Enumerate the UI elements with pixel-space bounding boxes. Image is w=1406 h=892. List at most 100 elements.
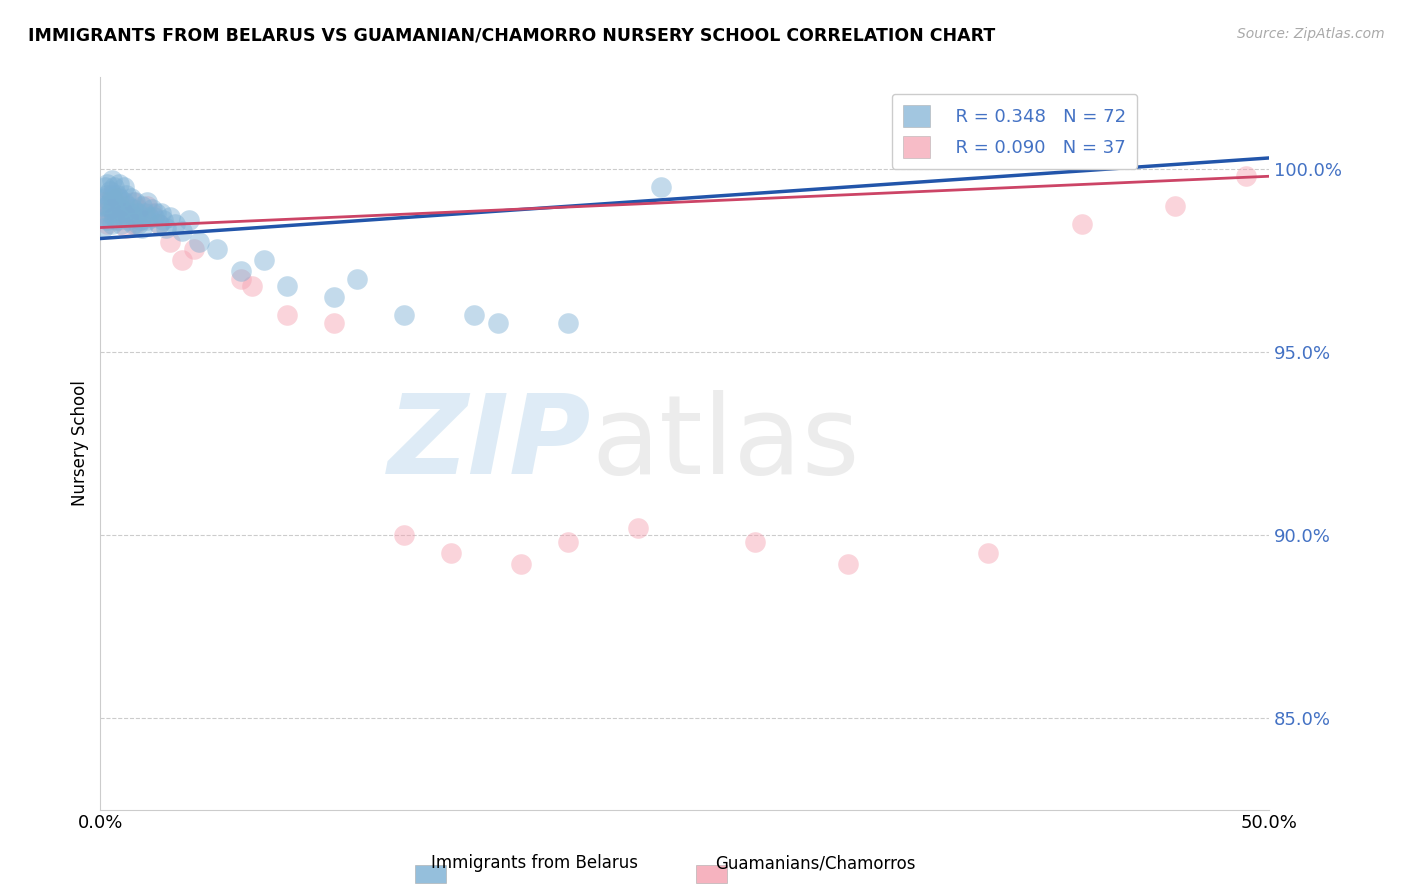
Point [120, 191, 142, 205]
Point [323, 290, 346, 304]
Point [240, 279, 263, 293]
Point [112, 194, 135, 209]
Point [108, 177, 131, 191]
Point [392, 528, 415, 542]
Point [650, 180, 672, 194]
Point [122, 194, 145, 209]
Point [159, 210, 181, 224]
Point [627, 521, 650, 535]
Text: Source: ZipAtlas.com: Source: ZipAtlas.com [1237, 27, 1385, 41]
Point [98, 206, 121, 220]
Point [124, 194, 146, 209]
Point [103, 210, 125, 224]
Point [105, 213, 128, 227]
Point [253, 253, 276, 268]
Point [103, 180, 125, 194]
Point [108, 191, 131, 205]
Point [91, 206, 114, 220]
Point [557, 535, 579, 549]
Point [108, 213, 131, 227]
Text: atlas: atlas [591, 390, 859, 497]
Point [98, 184, 121, 198]
Point [143, 210, 166, 224]
Point [105, 187, 128, 202]
Point [1164, 198, 1187, 212]
Point [172, 253, 194, 268]
Point [112, 210, 135, 224]
Point [96, 198, 118, 212]
Point [110, 202, 132, 217]
Point [131, 213, 153, 227]
Point [115, 187, 138, 202]
Point [98, 194, 121, 209]
Point [101, 191, 124, 205]
Text: Guamanians/Chamorros: Guamanians/Chamorros [716, 855, 915, 872]
Point [276, 309, 298, 323]
Point [117, 213, 139, 227]
Point [141, 202, 163, 217]
Point [94, 194, 117, 209]
Point [108, 206, 131, 220]
Point [101, 217, 124, 231]
Point [112, 180, 135, 194]
Point [323, 316, 346, 330]
Point [127, 202, 149, 217]
Point [463, 309, 485, 323]
Point [101, 187, 124, 202]
Point [1071, 217, 1094, 231]
Point [136, 198, 159, 212]
Point [510, 558, 533, 572]
Point [229, 264, 252, 278]
Point [486, 316, 509, 330]
Point [101, 173, 124, 187]
Point [117, 198, 139, 212]
Point [155, 220, 177, 235]
Point [96, 187, 118, 202]
Point [112, 206, 135, 220]
Point [124, 217, 146, 231]
Point [91, 198, 114, 212]
Point [122, 217, 145, 231]
Legend:   R = 0.348   N = 72,   R = 0.090   N = 37: R = 0.348 N = 72, R = 0.090 N = 37 [891, 94, 1137, 169]
Point [105, 198, 128, 212]
Point [145, 206, 167, 220]
Point [122, 202, 145, 217]
Point [129, 213, 152, 227]
Point [136, 194, 159, 209]
Point [183, 243, 205, 257]
Point [117, 210, 139, 224]
Point [134, 206, 156, 220]
Point [131, 198, 153, 212]
Point [141, 206, 163, 220]
Point [94, 191, 117, 205]
Point [1234, 169, 1257, 184]
Point [94, 210, 117, 224]
Text: ZIP: ZIP [388, 390, 591, 497]
Point [94, 180, 117, 194]
Point [179, 213, 201, 227]
Point [440, 546, 463, 560]
Point [115, 220, 138, 235]
Point [392, 309, 415, 323]
Y-axis label: Nursery School: Nursery School [72, 381, 89, 507]
Point [165, 217, 187, 231]
Point [205, 243, 228, 257]
Text: IMMIGRANTS FROM BELARUS VS GUAMANIAN/CHAMORRO NURSERY SCHOOL CORRELATION CHART: IMMIGRANTS FROM BELARUS VS GUAMANIAN/CHA… [28, 27, 995, 45]
Point [346, 272, 368, 286]
Point [127, 206, 149, 220]
Point [977, 546, 1000, 560]
Point [103, 194, 125, 209]
Point [120, 206, 142, 220]
Point [159, 235, 181, 249]
Point [105, 191, 128, 205]
Point [110, 198, 132, 212]
Point [744, 535, 766, 549]
Point [150, 206, 173, 220]
Point [276, 279, 298, 293]
Point [131, 220, 153, 235]
Point [172, 224, 194, 238]
Point [98, 202, 121, 217]
Point [103, 210, 125, 224]
Point [124, 210, 146, 224]
Point [115, 206, 138, 220]
